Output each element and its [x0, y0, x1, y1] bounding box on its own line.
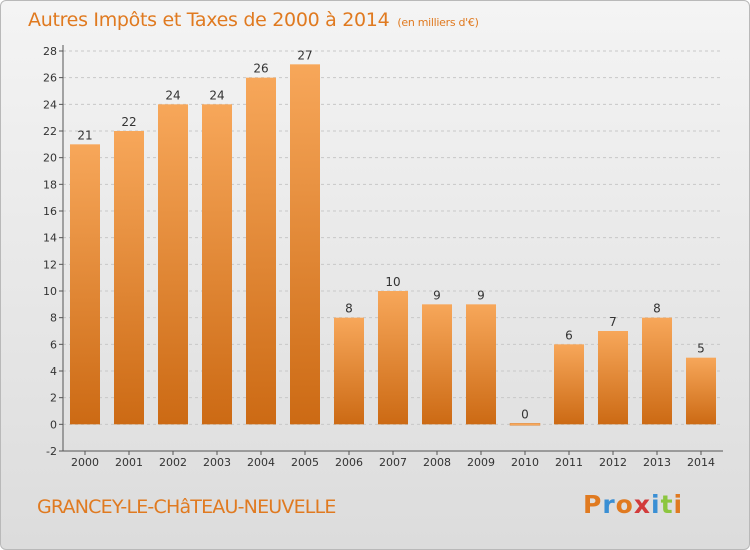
x-tick-label: 2003 — [203, 456, 231, 469]
logo-letter: t — [660, 490, 674, 519]
x-tick-label: 2011 — [555, 456, 583, 469]
data-label: 27 — [297, 48, 312, 62]
data-label: 7 — [609, 315, 617, 329]
x-tick-label: 2004 — [247, 456, 275, 469]
x-tick-label: 2008 — [423, 456, 451, 469]
data-label: 5 — [697, 342, 705, 356]
x-tick-label: 2009 — [467, 456, 495, 469]
x-tick-label: 2013 — [643, 456, 671, 469]
chart-title-text: Autres Impôts et Taxes de 2000 à 2014 — [28, 9, 390, 31]
data-label: 24 — [165, 88, 180, 102]
logo-letter: o — [615, 490, 634, 519]
data-label: 10 — [385, 275, 400, 289]
x-tick-label: 2007 — [379, 456, 407, 469]
bar-2004[interactable] — [246, 77, 276, 425]
bar-2010[interactable] — [509, 423, 541, 426]
bar-2003[interactable] — [202, 104, 232, 425]
y-tick-label: 28 — [43, 45, 57, 58]
x-tick-label: 2012 — [599, 456, 627, 469]
bar-2002[interactable] — [158, 104, 188, 425]
y-tick-label: 12 — [43, 258, 57, 271]
x-tick-labels: 2000 2001 2002 2003 2004 2005 2006 2007 2008 2009… — [71, 451, 715, 469]
data-label: 24 — [209, 88, 224, 102]
x-tick-label: 2014 — [687, 456, 715, 469]
y-tick-label: 2 — [50, 392, 57, 405]
data-label: 8 — [653, 302, 661, 316]
data-labels: 21 22 24 24 26 27 8 10 9 9 0 6 7 8 5 — [77, 48, 704, 421]
data-label: 9 — [477, 288, 485, 302]
logo-letter: x — [633, 490, 651, 519]
x-tick-label: 2000 — [71, 456, 99, 469]
data-label: 8 — [345, 302, 353, 316]
data-label: 0 — [521, 407, 529, 421]
y-tick-label: 8 — [50, 312, 57, 325]
y-tick-label: 18 — [43, 178, 57, 191]
y-tick-label: 22 — [43, 125, 57, 138]
logo-letter: P — [583, 490, 603, 519]
bar-2012[interactable] — [598, 331, 628, 425]
chart-unit: (en milliers d'€) — [397, 16, 479, 29]
proxiti-logo[interactable]: Proxiti — [583, 490, 683, 519]
bar-2005[interactable] — [290, 64, 320, 425]
x-tick-label: 2005 — [291, 456, 319, 469]
logo-letter: i — [673, 490, 684, 519]
y-tick-label: 26 — [43, 72, 57, 85]
bar-2001[interactable] — [114, 131, 144, 425]
logo-letter: i — [651, 490, 661, 519]
y-tick-label: 24 — [43, 98, 57, 111]
chart-title: Autres Impôts et Taxes de 2000 à 2014 (en… — [28, 9, 479, 31]
data-label: 21 — [77, 128, 92, 142]
x-tick-label: 2010 — [511, 456, 539, 469]
y-tick-label: 14 — [43, 232, 57, 245]
y-tick-label: 20 — [43, 152, 57, 165]
y-tick-label: 4 — [50, 365, 57, 378]
y-tick-label: 6 — [50, 338, 57, 351]
bar-2006[interactable] — [334, 317, 364, 425]
data-label: 22 — [121, 115, 136, 129]
bar-2013[interactable] — [642, 317, 672, 425]
x-tick-label: 2002 — [159, 456, 187, 469]
y-tick-label: 0 — [50, 418, 57, 431]
bar-2009[interactable] — [466, 304, 496, 425]
bar-2014[interactable] — [686, 357, 716, 425]
data-label: 6 — [565, 328, 573, 342]
bar-2008[interactable] — [422, 304, 452, 425]
bar-2000[interactable] — [70, 144, 100, 425]
data-label: 26 — [253, 62, 268, 76]
y-tick-label: 16 — [43, 205, 57, 218]
town-name: GRANCEY-LE-CHâTEAU-NEUVELLE — [37, 496, 336, 518]
y-tick-label: 10 — [43, 285, 57, 298]
data-label: 9 — [433, 288, 441, 302]
y-tick-label: -2 — [46, 445, 57, 458]
bar-2007[interactable] — [378, 291, 408, 425]
bars — [70, 64, 716, 426]
bar-2011[interactable] — [554, 344, 584, 425]
x-tick-label: 2001 — [115, 456, 143, 469]
x-tick-label: 2006 — [335, 456, 363, 469]
logo-letter: r — [602, 490, 616, 519]
